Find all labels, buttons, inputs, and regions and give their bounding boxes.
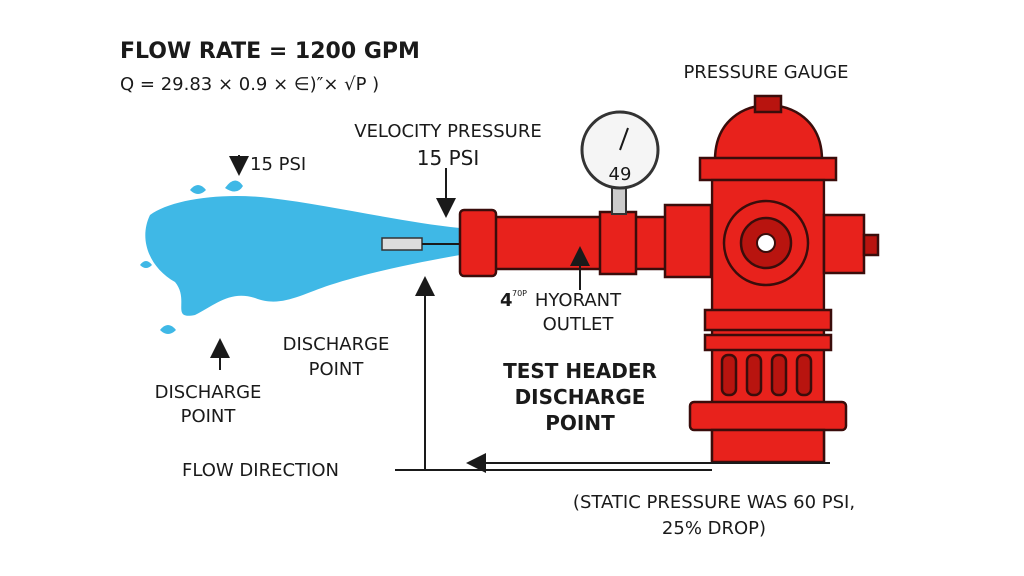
test-header-label: DISCHARGE xyxy=(515,385,646,409)
pressure-gauge xyxy=(580,110,660,215)
note: (STATIC PRESSURE WAS 60 PSI, xyxy=(573,492,855,513)
outlet-label: HYORANT xyxy=(535,290,622,311)
gauge-reading: 49 xyxy=(609,164,632,185)
outlet-label: OUTLET xyxy=(543,314,615,335)
test-header-label: POINT xyxy=(545,411,615,435)
velocity-label: VELOCITY PRESSURE xyxy=(354,121,541,142)
arrows xyxy=(210,155,830,473)
gauge-label: PRESSURE GAUGE xyxy=(683,62,848,83)
water-stream xyxy=(140,180,460,334)
discharge-label: POINT xyxy=(181,406,237,427)
title: FLOW RATE = 1200 GPM xyxy=(120,39,420,64)
outlet-size-suffix: 70P xyxy=(512,289,527,298)
stream-pressure: 15 PSI xyxy=(250,154,306,175)
discharge-label: POINT xyxy=(309,359,365,380)
formula: Q = 29.83 × 0.9 × ∈)″× √P ) xyxy=(120,74,379,95)
test-header-label: TEST HEADER xyxy=(503,359,657,383)
velocity-value: 15 PSI xyxy=(417,146,479,170)
nozzle xyxy=(381,237,423,251)
flow-direction: FLOW DIRECTION xyxy=(182,460,339,481)
discharge-label: DISCHARGE xyxy=(283,334,390,355)
outlet-size: 4 xyxy=(500,290,513,311)
note: 25% DROP) xyxy=(662,518,766,539)
discharge-label: DISCHARGE xyxy=(155,382,262,403)
